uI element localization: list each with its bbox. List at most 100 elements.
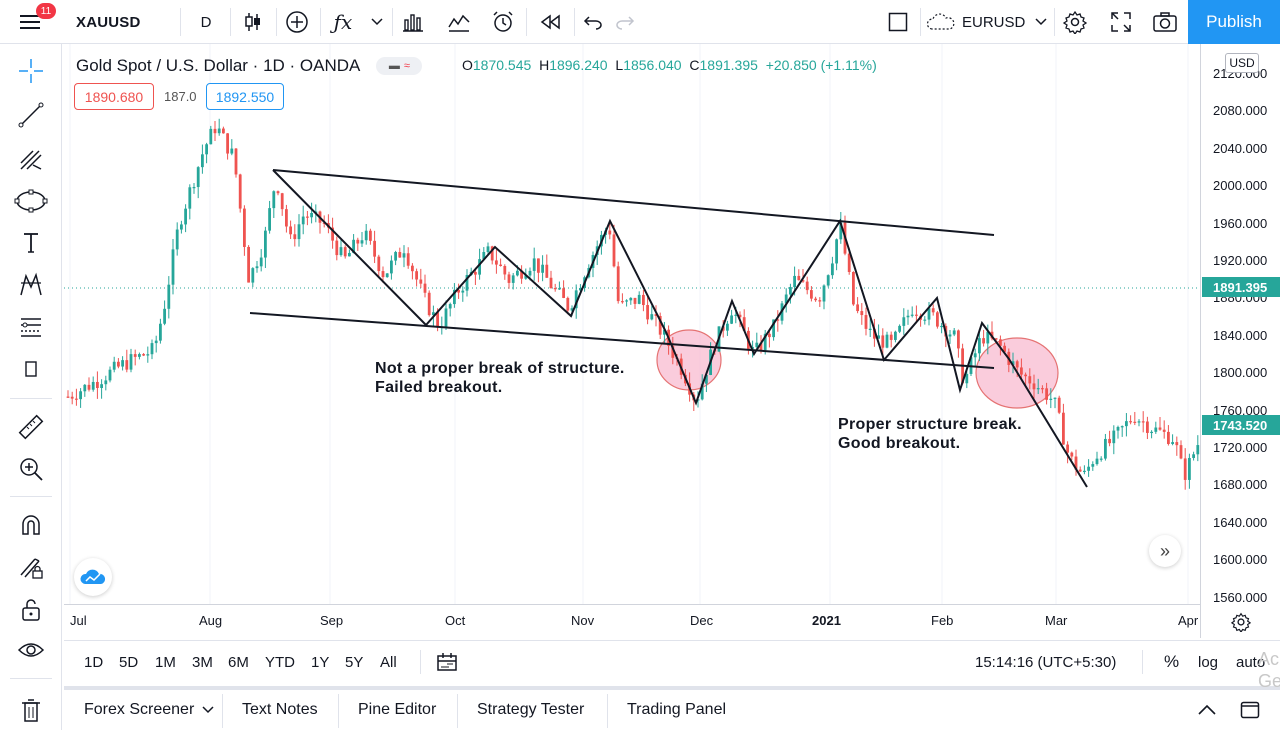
currency-label[interactable]: USD: [1225, 53, 1259, 73]
alert-button[interactable]: [488, 0, 518, 44]
range-button-3m[interactable]: 3M: [192, 653, 213, 671]
range-button-1y[interactable]: 1Y: [311, 653, 330, 671]
trash-icon: [22, 699, 40, 722]
layout-select-button[interactable]: [884, 0, 912, 44]
main-menu-button[interactable]: [8, 0, 52, 44]
range-button-ytd[interactable]: YTD: [265, 653, 295, 671]
go-to-date-button[interactable]: [436, 641, 458, 683]
percent-scale-button[interactable]: %: [1164, 652, 1180, 671]
failed-breakout-annotation[interactable]: Not a proper break of structure. Failed …: [375, 359, 625, 397]
annotation-line: Good breakout.: [838, 435, 961, 452]
log-scale-button[interactable]: log: [1198, 653, 1219, 671]
sell-price-button[interactable]: 1890.680: [74, 83, 154, 110]
high-key: H: [539, 57, 550, 73]
candle-body: [965, 373, 969, 384]
crosshair-tool[interactable]: [10, 52, 52, 90]
hide-drawings-tool[interactable]: [10, 632, 52, 670]
scroll-to-realtime-button[interactable]: »: [1149, 535, 1181, 567]
financials-button[interactable]: [398, 0, 428, 44]
measure-tool[interactable]: [10, 408, 52, 446]
price-chart-canvas[interactable]: [64, 44, 1200, 638]
candle-body: [348, 252, 351, 257]
divider: [10, 496, 52, 497]
series-title[interactable]: Gold Spot / U.S. Dollar · 1D · OANDA: [76, 56, 361, 75]
collapse-panel-button[interactable]: [1197, 690, 1217, 730]
ruler-icon: [18, 414, 44, 440]
indicators-dropdown-button[interactable]: [366, 0, 388, 44]
range-button-1m[interactable]: 1M: [155, 653, 176, 671]
pattern-icon: [20, 272, 42, 296]
tradingview-logo-button[interactable]: [74, 558, 112, 596]
time-scale-label: 2021: [812, 613, 841, 628]
candle-body: [608, 230, 612, 235]
divider: [320, 8, 321, 36]
patterns-tool[interactable]: [10, 266, 52, 304]
candle-body: [1066, 444, 1069, 453]
hamburger-icon: [20, 15, 40, 29]
symbol-search-button[interactable]: XAUUSD: [76, 13, 141, 31]
maximize-panel-button[interactable]: [1240, 690, 1260, 730]
trend-line-tool[interactable]: [10, 96, 52, 134]
watermark-line: Ge: [1258, 671, 1280, 691]
replay-button[interactable]: [534, 0, 568, 44]
bottom-tab-text-notes[interactable]: Text Notes: [242, 690, 318, 730]
compare-symbol-button[interactable]: [282, 0, 312, 44]
fullscreen-button[interactable]: [1106, 0, 1136, 44]
candle-body: [192, 187, 196, 189]
candles-chart-type-button[interactable]: [238, 0, 268, 44]
range-button-all[interactable]: All: [380, 653, 397, 671]
interval-button[interactable]: D: [200, 13, 212, 31]
candle-body: [994, 338, 998, 340]
price-scale[interactable]: 2120.000 2080.000 2040.000 2000.000 1960.000…: [1200, 44, 1280, 638]
candle-body: [621, 301, 624, 303]
indicators-button[interactable]: ƒx: [328, 0, 358, 44]
watchlist-symbol-button[interactable]: EURUSD: [926, 0, 1056, 44]
templates-button[interactable]: [444, 0, 474, 44]
snapshot-button[interactable]: [1150, 0, 1180, 44]
price-scale-label: 1840.000: [1213, 327, 1268, 343]
magnet-tool[interactable]: [10, 506, 52, 544]
lock-drawings-tool[interactable]: [10, 548, 52, 586]
candle-body: [394, 252, 397, 261]
candle-body: [730, 315, 733, 324]
fib-tool[interactable]: [10, 140, 52, 178]
candle-body: [75, 398, 78, 400]
good-breakout-annotation[interactable]: Proper structure break. Good breakout.: [838, 415, 1022, 453]
shapes-tool[interactable]: [10, 182, 52, 220]
pencil-lock-icon: [20, 558, 43, 579]
range-button-1d[interactable]: 1D: [84, 653, 104, 671]
range-button-5d[interactable]: 5D: [119, 653, 139, 671]
candle-body: [339, 247, 343, 256]
publish-button[interactable]: Publish: [1188, 0, 1280, 44]
bottom-tab-trading-panel[interactable]: Trading Panel: [627, 690, 726, 730]
timezone-clock-button[interactable]: 15:14:16 (UTC+5:30): [975, 653, 1117, 671]
candle-body: [465, 274, 469, 291]
bottom-tab-pine-editor[interactable]: Pine Editor: [358, 690, 436, 730]
chart-settings-button[interactable]: [1228, 610, 1254, 634]
candle-body: [1003, 345, 1006, 352]
icons-tool[interactable]: [10, 350, 52, 388]
candle-body: [150, 343, 154, 355]
candle-body: [574, 290, 578, 309]
text-tool[interactable]: [10, 224, 52, 262]
prediction-tool[interactable]: [10, 308, 52, 346]
buy-price-button[interactable]: 1892.550: [206, 83, 284, 110]
legend-toggle-pill[interactable]: ▬ ≈: [376, 57, 423, 75]
divider: [607, 694, 608, 728]
candle-body: [1036, 388, 1040, 390]
candle-body: [570, 308, 574, 311]
remove-drawings-tool[interactable]: [10, 692, 52, 730]
redo-button[interactable]: [612, 0, 638, 44]
settings-button[interactable]: [1060, 0, 1090, 44]
time-scale[interactable]: Jul Aug Sep Oct Nov Dec 2021 Feb Mar Apr: [64, 604, 1200, 638]
auto-scale-button[interactable]: auto: [1236, 653, 1266, 671]
chart-pane[interactable]: [64, 44, 1200, 638]
range-button-5y[interactable]: 5Y: [345, 653, 364, 671]
zoom-in-tool[interactable]: [10, 450, 52, 488]
bottom-tab-forex-screener[interactable]: Forex Screener: [84, 690, 214, 730]
tab-label: Forex Screener: [84, 701, 195, 718]
lock-all-tool[interactable]: [10, 590, 52, 628]
range-button-6m[interactable]: 6M: [228, 653, 249, 671]
undo-button[interactable]: [580, 0, 606, 44]
bottom-tab-strategy-tester[interactable]: Strategy Tester: [477, 690, 584, 730]
